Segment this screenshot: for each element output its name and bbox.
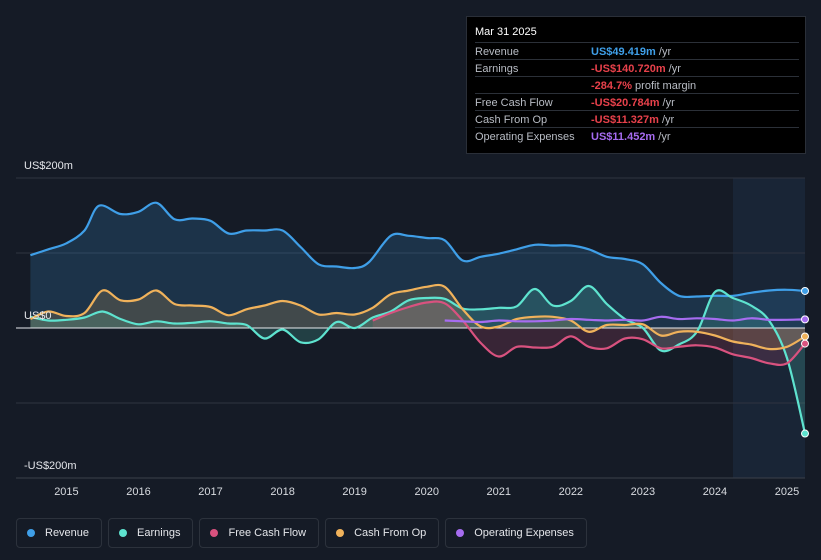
- x-tick-label: 2021: [487, 486, 511, 498]
- legend-item-operating-expenses[interactable]: Operating Expenses: [445, 518, 587, 548]
- x-tick-label: 2016: [126, 486, 150, 498]
- tooltip-row-value: US$11.452m /yr: [591, 131, 671, 143]
- y-axis-bottom-label: -US$200m: [24, 460, 77, 472]
- tooltip-row: Operating Expenses US$11.452m /yr: [475, 127, 799, 145]
- series-line-operating-expenses: [444, 315, 806, 324]
- legend-dot: [27, 529, 35, 537]
- series-line-earnings: [30, 284, 807, 434]
- series-area-revenue: [30, 202, 805, 328]
- x-tick-label: 2019: [342, 486, 366, 498]
- tooltip-row-value: -US$140.720m /yr: [591, 63, 681, 75]
- tooltip-row-label: Operating Expenses: [475, 131, 575, 143]
- series-area-cash-from-op: [30, 284, 805, 350]
- legend-label: Cash From Op: [354, 527, 427, 539]
- x-tick-label: 2015: [54, 486, 78, 498]
- legend-dot: [119, 529, 128, 537]
- tooltip-row-value: US$49.419m /yr: [591, 46, 672, 58]
- x-tick-label: 2020: [414, 486, 438, 498]
- series-line-revenue: [30, 201, 806, 299]
- tooltip-row-label: Earnings: [475, 63, 519, 75]
- series-area-earnings: [30, 285, 805, 434]
- legend-dot: [336, 529, 345, 537]
- y-axis-top-label: US$200m: [24, 160, 73, 172]
- x-tick-label: 2022: [559, 486, 583, 498]
- tooltip-row: Cash From Op -US$11.327m /yr: [475, 110, 799, 128]
- tooltip-row-value: -284.7% profit margin: [591, 80, 697, 92]
- tooltip-row: -284.7% profit margin: [475, 76, 799, 94]
- x-tick-label: 2017: [198, 486, 222, 498]
- series-line-free-cash-flow: [372, 300, 806, 367]
- legend-label: Earnings: [137, 527, 181, 539]
- x-tick-label: 2025: [775, 486, 799, 498]
- tooltip-row: Free Cash Flow -US$20.784m /yr: [475, 93, 799, 111]
- x-tick-label: 2018: [270, 486, 294, 498]
- legend-label: Operating Expenses: [474, 527, 574, 539]
- legend-item-earnings[interactable]: Earnings: [108, 518, 194, 548]
- legend-item-cash-from-op[interactable]: Cash From Op: [325, 518, 440, 548]
- tooltip-row: Revenue US$49.419m /yr: [475, 42, 799, 60]
- series-end-marker-earnings: [801, 429, 809, 438]
- x-tick-label: 2024: [703, 486, 727, 498]
- tooltip-date: Mar 31 2025: [475, 26, 537, 38]
- legend-dot: [456, 529, 465, 537]
- tooltip-row: Earnings -US$140.720m /yr: [475, 59, 799, 77]
- chart-legend: Revenue Earnings Free Cash Flow Cash From O…: [16, 518, 587, 548]
- legend-label: Revenue: [45, 527, 90, 539]
- tooltip-row-value: -US$11.327m /yr: [591, 114, 675, 126]
- tooltip-row-label: Free Cash Flow: [475, 97, 553, 109]
- legend-label: Free Cash Flow: [228, 527, 307, 539]
- y-axis-zero-label: US$0: [24, 310, 52, 322]
- tooltip-row-value: -US$20.784m /yr: [591, 97, 675, 109]
- series-end-marker-revenue: [801, 286, 809, 295]
- series-end-marker-operating-expenses: [801, 315, 809, 324]
- data-tooltip: Mar 31 2025 Revenue US$49.419m /yr Earning…: [466, 16, 806, 154]
- legend-dot: [210, 529, 219, 537]
- x-tick-label: 2023: [631, 486, 655, 498]
- tooltip-row-label: Cash From Op: [475, 114, 548, 126]
- series-end-marker-cash-from-op: [801, 332, 809, 341]
- series-line-cash-from-op: [29, 283, 806, 351]
- tooltip-row-label: Revenue: [475, 46, 520, 58]
- series-end-marker-free-cash-flow: [801, 339, 809, 348]
- series-area-free-cash-flow: [372, 301, 805, 365]
- legend-item-revenue[interactable]: Revenue: [16, 518, 103, 548]
- legend-item-free-cash-flow[interactable]: Free Cash Flow: [199, 518, 320, 548]
